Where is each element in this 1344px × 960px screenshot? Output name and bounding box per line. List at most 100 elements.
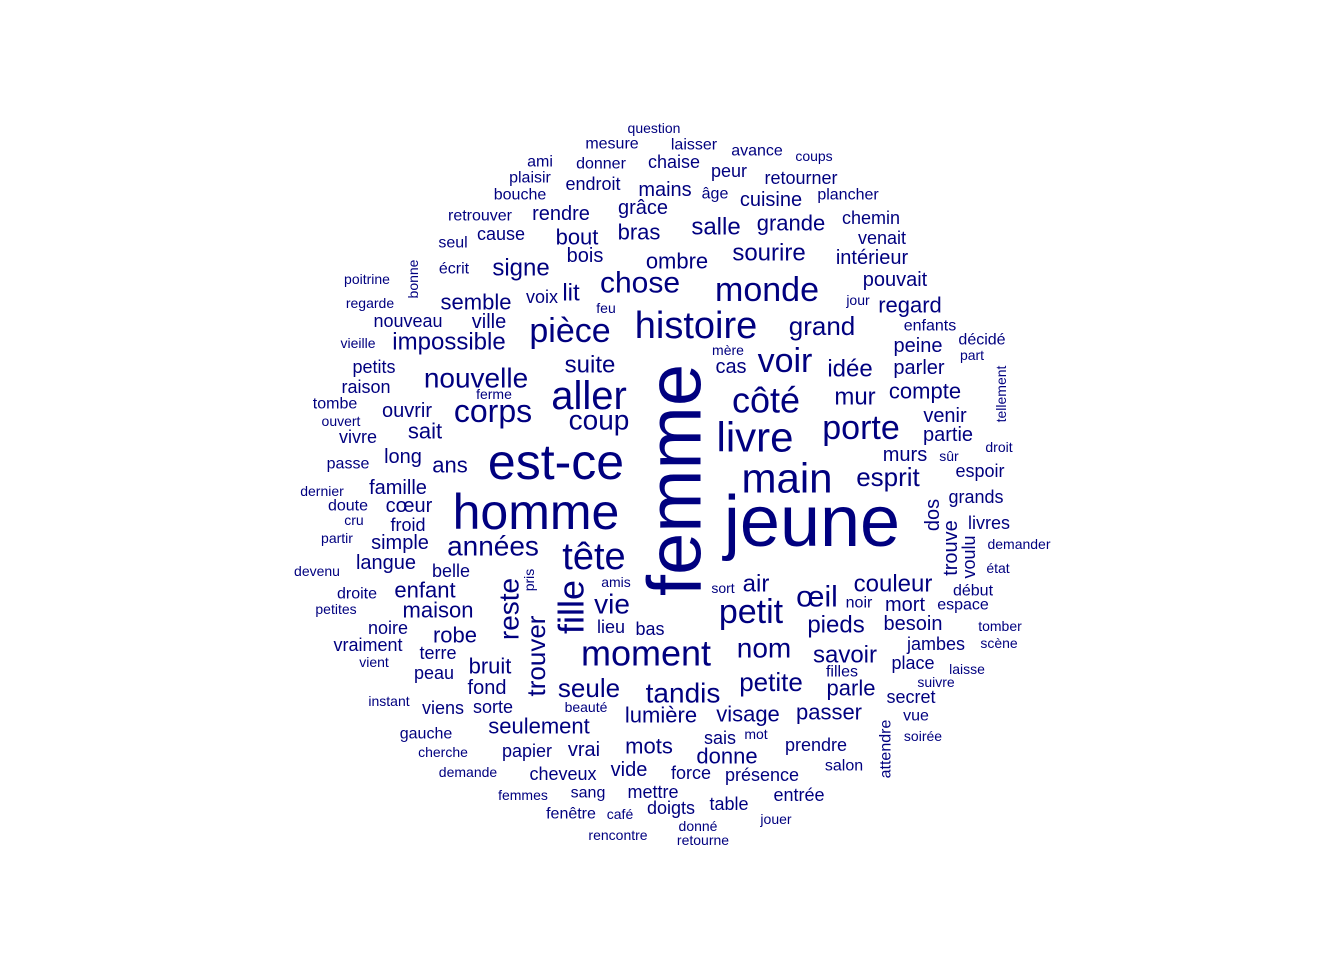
word-cas: cas xyxy=(715,356,746,378)
word-dos: dos xyxy=(922,499,944,531)
word-ombre: ombre xyxy=(646,249,708,274)
word-moment: moment xyxy=(581,633,711,674)
word-espace: espace xyxy=(937,597,989,614)
word-scene: scène xyxy=(980,635,1018,651)
word-espoir: espoir xyxy=(955,461,1004,481)
word-est-ce: est-ce xyxy=(488,434,624,490)
word-viens: viens xyxy=(422,698,464,718)
word-donne: donné xyxy=(679,818,718,834)
word-debut: début xyxy=(953,583,994,600)
word-retrouver: retrouver xyxy=(448,208,513,225)
word-mot: mot xyxy=(744,726,767,742)
word-bas: bas xyxy=(635,619,664,639)
word-vie: vie xyxy=(594,589,630,620)
word-histoire: histoire xyxy=(635,305,758,347)
word-tete: tête xyxy=(562,536,625,578)
word-retourner: retourner xyxy=(764,168,837,188)
word-voulu: voulu xyxy=(959,535,979,578)
word-venir: venir xyxy=(923,405,967,427)
word-interieur: intérieur xyxy=(836,247,909,269)
word-pieds: pieds xyxy=(807,612,864,639)
word-age: âge xyxy=(702,186,729,203)
word-mots: mots xyxy=(625,734,673,759)
word-ouvrir: ouvrir xyxy=(382,400,432,422)
word-petits: petits xyxy=(352,357,395,377)
word-cru: cru xyxy=(344,512,363,528)
word-plancher: plancher xyxy=(817,187,879,204)
word-homme: homme xyxy=(453,484,620,540)
word-compte: compte xyxy=(889,379,961,404)
word-terre: terre xyxy=(419,643,456,663)
word-passe: passe xyxy=(327,456,370,473)
word-coeur: cœur xyxy=(386,495,433,517)
word-regard: regard xyxy=(878,293,942,318)
word-petit: petit xyxy=(719,593,784,631)
word-jour: jour xyxy=(845,292,870,308)
word-noire: noire xyxy=(368,618,408,638)
word-filles: filles xyxy=(826,664,858,681)
word-grande: grande xyxy=(757,211,826,236)
word-froid: froid xyxy=(390,515,425,535)
word-piece: pièce xyxy=(529,312,610,350)
word-tomber: tomber xyxy=(978,618,1022,634)
word-presence: présence xyxy=(725,765,799,785)
word-venait: venait xyxy=(858,228,906,248)
word-ecrit: écrit xyxy=(439,261,470,278)
word-table: table xyxy=(709,794,748,814)
word-partie: partie xyxy=(923,424,973,446)
word-ami: ami xyxy=(527,154,553,171)
word-couleur: couleur xyxy=(854,571,933,598)
word-mains: mains xyxy=(638,179,691,201)
word-demander: demander xyxy=(987,536,1050,552)
word-vient: vient xyxy=(359,654,389,670)
word-attendre: attendre xyxy=(878,720,895,779)
word-langue: langue xyxy=(356,552,416,574)
word-peau: peau xyxy=(414,663,454,683)
word-nom: nom xyxy=(737,633,791,664)
word-monde: monde xyxy=(715,271,819,309)
word-force: force xyxy=(671,763,711,783)
word-mettre: mettre xyxy=(627,782,678,802)
word-annees: années xyxy=(447,531,539,562)
word-fille: fille xyxy=(551,580,592,634)
word-cote: côté xyxy=(732,380,800,421)
word-partir: partir xyxy=(321,530,353,546)
word-chaise: chaise xyxy=(648,152,700,172)
word-bois: bois xyxy=(567,245,604,267)
word-aller: aller xyxy=(551,374,627,418)
word-mesure: mesure xyxy=(585,136,638,153)
word-ferme: ferme xyxy=(476,386,512,402)
word-bras: bras xyxy=(618,220,661,245)
word-tellement: tellement xyxy=(993,365,1009,422)
word-long: long xyxy=(384,446,422,468)
word-droite: droite xyxy=(337,586,377,603)
word-suite: suite xyxy=(565,352,616,379)
word-laisser: laisser xyxy=(671,137,718,154)
word-porte: porte xyxy=(822,409,900,447)
word-maison: maison xyxy=(403,598,474,623)
word-ans: ans xyxy=(432,453,467,478)
word-place: place xyxy=(891,653,934,673)
word-etat: état xyxy=(986,560,1009,576)
word-petites: petites xyxy=(315,601,356,617)
word-robe: robe xyxy=(433,623,477,648)
word-bruit: bruit xyxy=(469,654,512,679)
word-coups: coups xyxy=(795,148,832,164)
word-poitrine: poitrine xyxy=(344,271,390,287)
word-reste: reste xyxy=(494,578,525,640)
word-cuisine: cuisine xyxy=(740,189,802,211)
word-cheveux: cheveux xyxy=(529,764,596,784)
word-cherche: cherche xyxy=(418,744,468,760)
word-trouver: trouver xyxy=(521,615,551,696)
word-vrai: vrai xyxy=(568,739,600,761)
word-vivre: vivre xyxy=(339,427,377,447)
word-murs: murs xyxy=(883,444,927,466)
word-entree: entrée xyxy=(773,785,824,805)
word-fenetre: fenêtre xyxy=(546,806,596,823)
word-decide: décidé xyxy=(958,332,1005,349)
word-nouvelle: nouvelle xyxy=(424,363,528,394)
word-donner: donner xyxy=(576,156,626,173)
word-cafe: café xyxy=(607,806,634,822)
word-femme: femme xyxy=(633,364,718,596)
